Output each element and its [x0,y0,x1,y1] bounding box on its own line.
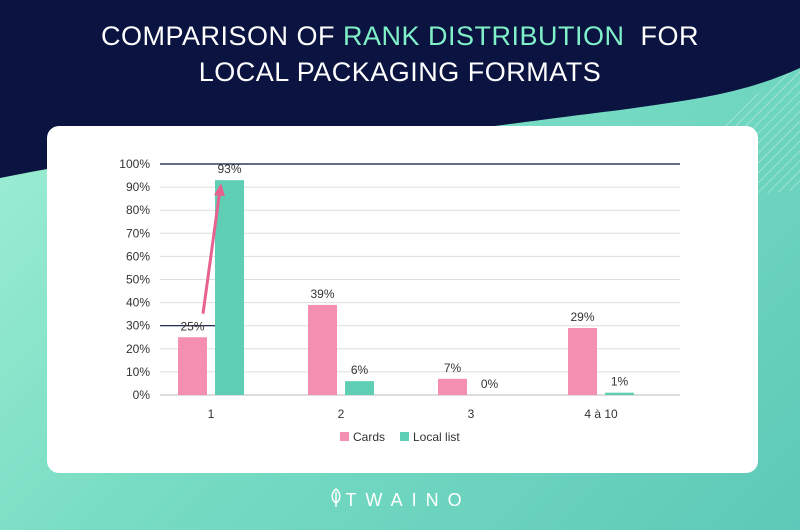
x-tick-label: 1 [208,407,215,421]
y-tick-label: 20% [126,342,150,356]
leaf-icon [331,488,341,507]
annotation-arrow-line [201,192,221,314]
y-tick-label: 40% [126,296,150,310]
chart-title-line-2: LOCAL PACKAGING FORMATS [198,57,602,87]
data-label: 25% [180,319,204,333]
title-accent: RANK DISTRIBUTION [342,21,625,51]
x-tick-label: 2 [338,407,345,421]
y-tick-label: 100% [119,157,150,171]
y-tick-label: 70% [126,226,150,240]
brand-name: TWAINO [345,490,471,510]
y-tick-label: 10% [126,365,150,379]
bar-local-list [215,180,244,395]
y-tick-label: 80% [126,203,150,217]
bar-local-list [605,392,634,395]
data-label: 93% [217,162,241,176]
bar-cards [568,328,597,395]
data-label: 6% [351,363,369,377]
y-tick-label: 30% [126,319,150,333]
bar-local-list [345,381,374,395]
data-label: 7% [444,361,462,375]
legend-swatch-cards [340,432,349,441]
bar-cards [178,337,207,395]
data-label: 39% [310,287,334,301]
data-label: 1% [611,375,629,389]
title-post: FOR [624,21,700,51]
y-tick-label: 90% [126,180,150,194]
x-tick-label: 3 [468,407,475,421]
bar-cards [308,304,337,395]
legend-label-cards: Cards [353,430,385,444]
y-tick-label: 60% [126,249,150,263]
annotation-arrow-head [214,183,225,197]
bar-cards [438,378,467,395]
data-label: 0% [481,377,499,391]
y-tick-label: 50% [126,273,150,287]
brand-logo: TWAINO [0,488,800,511]
legend-swatch-local-list [400,432,409,441]
chart-card [47,126,758,473]
y-tick-label: 0% [133,388,151,402]
x-tick-label: 4 à 10 [584,407,618,421]
legend-label-local-list: Local list [413,430,460,444]
title-pre: COMPARISON OF [100,21,343,51]
data-label: 29% [570,310,594,324]
chart-title-line-1: COMPARISON OF RANK DISTRIBUTION FOR [0,21,800,52]
